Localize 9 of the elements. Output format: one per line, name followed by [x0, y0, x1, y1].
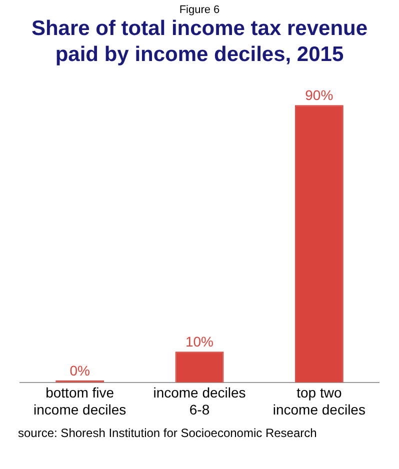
- x-tick-label: bottom five income deciles: [34, 384, 126, 418]
- chart-title: Share of total income tax revenue paid by income deciles, 2015: [30, 16, 369, 68]
- data-label: 90%: [305, 86, 334, 103]
- data-label: 0%: [70, 362, 90, 378]
- x-tick-label: top two income deciles: [272, 384, 366, 418]
- chart-subtitle: Figure 6: [178, 4, 221, 16]
- x-tick-label: income deciles 6-8: [153, 384, 246, 418]
- source-note: source: Shoresh Institution for Socioeconomic Research: [18, 426, 318, 440]
- data-label: 10%: [185, 333, 214, 350]
